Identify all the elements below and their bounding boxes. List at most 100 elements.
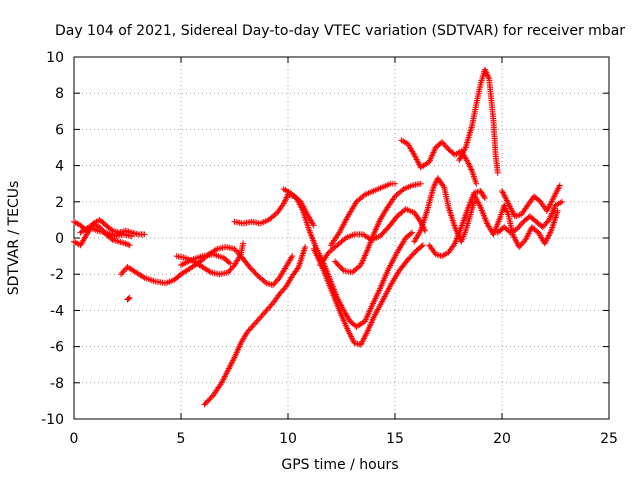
data-point — [276, 291, 283, 298]
data-point — [234, 248, 241, 255]
y-tick-label: 4 — [55, 159, 64, 175]
data-point — [419, 242, 426, 249]
data-point — [246, 326, 253, 333]
data-point — [273, 277, 280, 284]
data-point — [232, 247, 239, 254]
y-tick-label: 6 — [55, 122, 64, 138]
x-tick-label: 0 — [70, 431, 79, 447]
y-tick-label: -2 — [50, 267, 64, 283]
data-point — [119, 269, 126, 276]
data-point — [249, 323, 256, 330]
chart-title: Day 104 of 2021, Sidereal Day-to-day VTE… — [55, 23, 625, 39]
data-point — [226, 267, 233, 274]
data-point — [558, 198, 565, 205]
data-points — [71, 66, 565, 408]
y-tick-label: 8 — [55, 86, 64, 102]
data-point — [120, 268, 127, 275]
y-axis-label: SDTVAR / TECUs — [6, 181, 22, 296]
data-point — [494, 169, 501, 176]
x-tick-label: 20 — [493, 431, 511, 447]
x-tick-label: 15 — [386, 431, 404, 447]
data-point — [441, 141, 448, 148]
x-tick-label: 5 — [177, 431, 186, 447]
data-point — [225, 269, 232, 276]
data-point — [277, 289, 284, 296]
data-point — [244, 329, 251, 336]
data-point — [250, 321, 257, 328]
data-point — [289, 253, 296, 260]
data-point — [245, 327, 252, 334]
data-point — [271, 280, 278, 287]
data-point — [126, 242, 133, 249]
y-tick-label: -4 — [50, 303, 64, 319]
data-point — [122, 240, 129, 247]
data-point — [310, 222, 317, 229]
data-point — [418, 243, 425, 250]
data-point — [125, 295, 132, 302]
x-tick-label: 25 — [600, 431, 618, 447]
data-point — [272, 279, 279, 286]
data-point — [140, 273, 147, 280]
data-point — [262, 308, 269, 315]
data-point — [518, 241, 525, 248]
data-point — [212, 246, 219, 253]
y-tick-label: -10 — [41, 412, 64, 428]
y-tick-labels: -10 -8 -6 -4 -2 0 2 4 6 8 10 — [41, 50, 64, 428]
data-point — [516, 244, 523, 251]
data-point — [517, 221, 524, 228]
data-point — [264, 305, 271, 312]
data-point — [543, 219, 550, 226]
data-point — [392, 180, 398, 187]
y-tick-label: -6 — [50, 340, 64, 356]
data-point — [253, 318, 260, 325]
data-point — [248, 324, 255, 331]
data-point — [539, 224, 546, 231]
x-tick-label: 10 — [279, 431, 297, 447]
data-point — [280, 286, 287, 293]
data-point — [513, 225, 520, 232]
y-tick-label: 10 — [46, 50, 64, 66]
y-tick-label: -8 — [50, 376, 64, 392]
data-point — [399, 187, 406, 194]
data-point — [440, 140, 447, 147]
data-point — [206, 268, 213, 275]
data-point — [409, 229, 416, 236]
axis-ticks — [73, 56, 610, 420]
data-point — [473, 180, 480, 187]
data-point — [544, 218, 551, 225]
data-point — [540, 222, 547, 229]
data-point — [123, 241, 130, 248]
data-point — [126, 294, 133, 301]
grid — [74, 57, 609, 419]
data-point — [439, 139, 446, 146]
data-point — [279, 288, 286, 295]
data-point — [121, 266, 128, 273]
data-point — [407, 230, 414, 237]
data-point — [521, 238, 528, 245]
data-point — [254, 317, 261, 324]
data-point — [125, 241, 132, 248]
data-point — [259, 311, 266, 318]
data-point — [556, 182, 563, 189]
data-point — [227, 266, 234, 273]
data-point — [255, 316, 262, 323]
data-point — [302, 244, 309, 251]
data-point — [481, 193, 488, 200]
y-tick-label: 2 — [55, 195, 64, 211]
data-point — [141, 231, 148, 238]
data-point — [252, 320, 259, 327]
y-tick-label: 0 — [55, 231, 64, 247]
data-point — [261, 310, 268, 317]
data-point — [554, 207, 561, 214]
data-point — [258, 313, 265, 320]
data-point — [240, 240, 247, 247]
data-point — [444, 144, 451, 151]
data-point — [519, 220, 526, 227]
data-point — [481, 195, 488, 202]
data-point — [231, 245, 238, 252]
data-point — [263, 307, 270, 314]
data-point — [516, 223, 523, 230]
data-point — [517, 242, 524, 249]
data-point — [228, 265, 235, 272]
